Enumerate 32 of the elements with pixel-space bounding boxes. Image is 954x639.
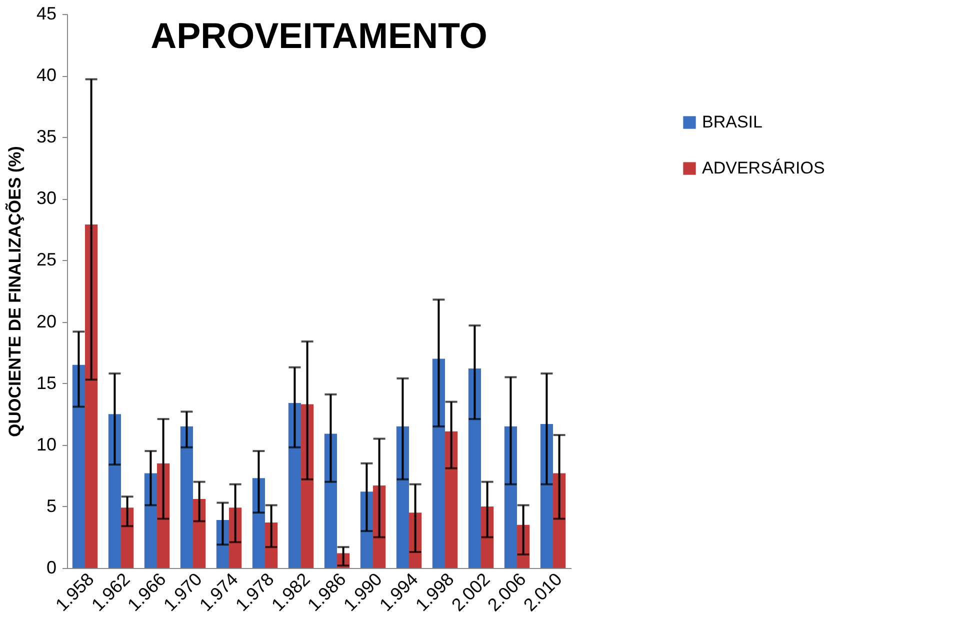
y-tick-label: 0 — [46, 558, 56, 578]
legend-label: ADVERSÁRIOS — [702, 158, 825, 178]
y-tick-label: 25 — [36, 250, 56, 270]
bar — [540, 424, 553, 568]
bar — [396, 426, 409, 568]
chart-title: APROVEITAMENTO — [150, 15, 488, 56]
bar — [301, 404, 314, 568]
bar — [193, 499, 206, 568]
bar — [121, 508, 134, 568]
y-tick-label: 30 — [36, 188, 56, 208]
bar — [144, 473, 157, 568]
y-tick-label: 45 — [36, 4, 56, 24]
bar — [432, 358, 445, 568]
bar — [288, 403, 301, 568]
y-tick-label: 35 — [36, 126, 56, 147]
y-tick-label: 5 — [46, 496, 56, 516]
y-tick-label: 10 — [36, 434, 56, 454]
bar — [180, 426, 193, 568]
y-tick-label: 20 — [36, 311, 56, 332]
bar — [324, 434, 337, 568]
y-tick-label: 15 — [36, 372, 56, 393]
bar — [468, 368, 481, 568]
bar — [504, 426, 517, 568]
bar — [252, 478, 265, 568]
bar — [108, 414, 121, 568]
y-axis-title: QUOCIENTE DE FINALIZAÇÕES (%) — [4, 146, 24, 437]
bar — [553, 473, 566, 568]
y-tick-label: 40 — [36, 65, 56, 86]
bar — [85, 224, 98, 568]
bar — [445, 431, 458, 568]
legend-label: BRASIL — [702, 112, 762, 132]
bar — [72, 364, 85, 568]
